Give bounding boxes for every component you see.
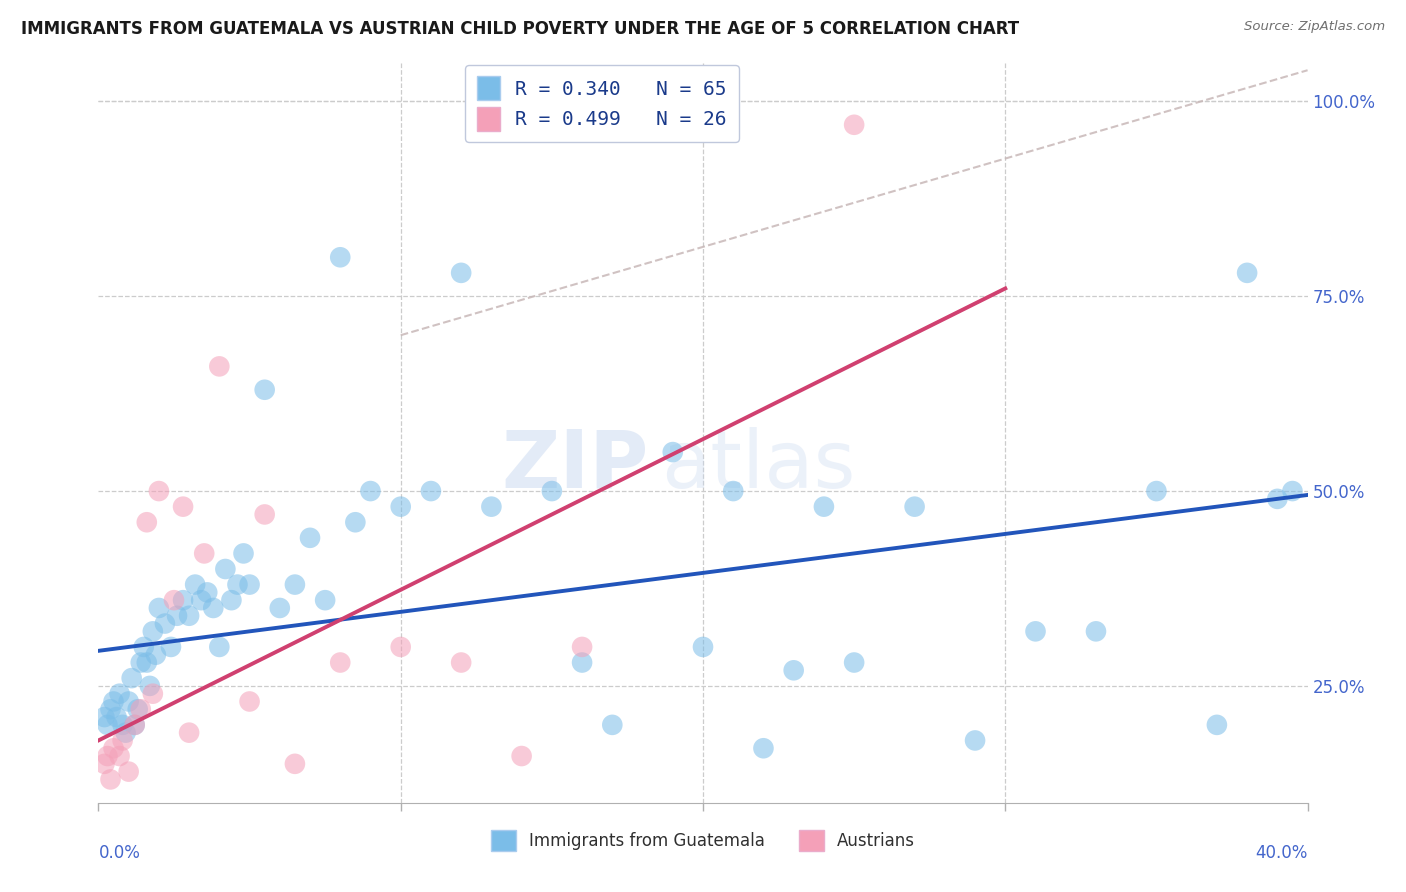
Point — [299, 531, 322, 545]
Point — [118, 764, 141, 779]
Point — [103, 741, 125, 756]
Point — [360, 484, 382, 499]
Point — [124, 718, 146, 732]
Point — [184, 577, 207, 591]
Point — [148, 601, 170, 615]
Point — [1085, 624, 1108, 639]
Point — [160, 640, 183, 654]
Point — [389, 640, 412, 654]
Point — [1024, 624, 1046, 639]
Point — [510, 749, 533, 764]
Point — [284, 756, 307, 771]
Point — [253, 508, 276, 522]
Text: 0.0%: 0.0% — [98, 844, 141, 862]
Point — [239, 577, 262, 591]
Legend: Immigrants from Guatemala, Austrians: Immigrants from Guatemala, Austrians — [485, 823, 921, 857]
Point — [142, 624, 165, 639]
Point — [93, 756, 115, 771]
Point — [103, 694, 125, 708]
Point — [208, 640, 231, 654]
Text: IMMIGRANTS FROM GUATEMALA VS AUSTRIAN CHILD POVERTY UNDER THE AGE OF 5 CORRELATI: IMMIGRANTS FROM GUATEMALA VS AUSTRIAN CH… — [21, 20, 1019, 37]
Point — [108, 749, 131, 764]
Point — [121, 671, 143, 685]
Point — [100, 702, 122, 716]
Point — [96, 749, 118, 764]
Point — [142, 687, 165, 701]
Point — [129, 702, 152, 716]
Point — [844, 656, 866, 670]
Point — [93, 710, 115, 724]
Point — [208, 359, 231, 374]
Point — [148, 484, 170, 499]
Point — [965, 733, 987, 747]
Point — [783, 663, 806, 677]
Point — [135, 515, 157, 529]
Point — [153, 616, 176, 631]
Point — [284, 577, 307, 591]
Point — [389, 500, 412, 514]
Point — [195, 585, 218, 599]
Point — [1267, 491, 1289, 506]
Point — [692, 640, 714, 654]
Point — [145, 648, 167, 662]
Point — [752, 741, 775, 756]
Point — [111, 718, 134, 732]
Point — [111, 733, 134, 747]
Point — [226, 577, 249, 591]
Point — [420, 484, 443, 499]
Point — [190, 593, 212, 607]
Text: ZIP: ZIP — [502, 427, 648, 505]
Point — [314, 593, 336, 607]
Point — [100, 772, 122, 787]
Point — [132, 640, 155, 654]
Point — [904, 500, 927, 514]
Point — [571, 640, 593, 654]
Point — [269, 601, 291, 615]
Point — [1144, 484, 1167, 499]
Point — [166, 608, 188, 623]
Point — [127, 702, 149, 716]
Point — [344, 515, 367, 529]
Point — [329, 656, 352, 670]
Point — [105, 710, 128, 724]
Point — [329, 250, 352, 264]
Point — [232, 546, 254, 560]
Point — [813, 500, 835, 514]
Point — [481, 500, 503, 514]
Point — [202, 601, 225, 615]
Point — [108, 687, 131, 701]
Point — [214, 562, 236, 576]
Point — [221, 593, 243, 607]
Point — [172, 500, 194, 514]
Point — [1236, 266, 1258, 280]
Point — [1206, 718, 1229, 732]
Point — [450, 656, 472, 670]
Point — [124, 718, 146, 732]
Point — [239, 694, 262, 708]
Point — [253, 383, 276, 397]
Point — [129, 656, 152, 670]
Point — [661, 445, 683, 459]
Point — [723, 484, 745, 499]
Point — [114, 725, 136, 739]
Point — [163, 593, 186, 607]
Point — [844, 118, 866, 132]
Point — [118, 694, 141, 708]
Point — [139, 679, 162, 693]
Point — [179, 725, 201, 739]
Point — [135, 656, 157, 670]
Point — [1281, 484, 1303, 499]
Text: 40.0%: 40.0% — [1256, 844, 1308, 862]
Point — [450, 266, 472, 280]
Point — [179, 608, 201, 623]
Point — [96, 718, 118, 732]
Text: atlas: atlas — [661, 427, 855, 505]
Text: Source: ZipAtlas.com: Source: ZipAtlas.com — [1244, 20, 1385, 33]
Point — [172, 593, 194, 607]
Point — [571, 656, 593, 670]
Point — [193, 546, 215, 560]
Point — [540, 484, 562, 499]
Point — [602, 718, 624, 732]
